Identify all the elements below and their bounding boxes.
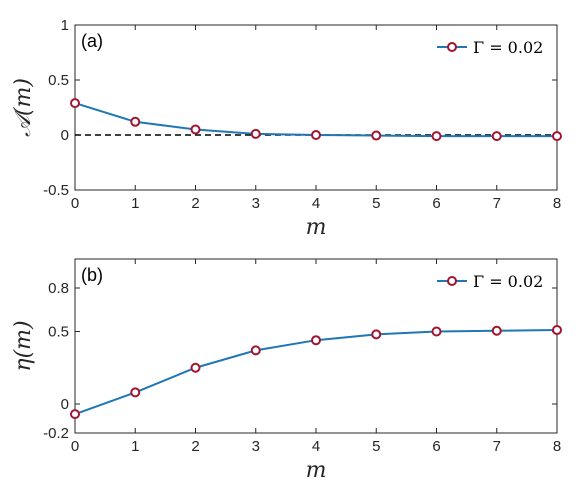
x-tick-label: 6 — [432, 438, 440, 455]
x-tick-label: 8 — [553, 195, 561, 212]
data-point — [190, 362, 201, 373]
data-point — [130, 116, 141, 127]
x-tick-label: 2 — [191, 195, 199, 212]
y-tick-label: 0 — [61, 396, 69, 413]
data-point — [491, 131, 502, 142]
legend-entry: Γ = 0.02 — [473, 272, 543, 291]
data-point — [70, 409, 80, 420]
y-tick-label: 0 — [61, 127, 69, 144]
y-tick-label: 0.5 — [48, 324, 69, 341]
y-axis-label: η(m) — [11, 320, 36, 371]
x-tick-label: 0 — [71, 195, 79, 212]
y-tick-label: 0.5 — [48, 72, 69, 89]
x-tick-label: 1 — [131, 438, 139, 455]
data-point — [491, 325, 502, 336]
data-point — [250, 345, 261, 356]
legend-entry: Γ = 0.02 — [473, 38, 543, 57]
data-point — [371, 130, 382, 141]
data-point — [311, 335, 321, 346]
x-tick-label: 7 — [493, 195, 501, 212]
panel-label: (b) — [81, 265, 103, 285]
x-tick-label: 7 — [493, 438, 501, 455]
y-tick-label: 1 — [61, 17, 69, 34]
legend-marker — [447, 276, 457, 286]
data-point — [431, 131, 442, 142]
y-tick-label: -0.5 — [43, 182, 69, 199]
x-tick-label: 5 — [372, 195, 380, 212]
x-tick-label: 1 — [131, 195, 139, 212]
data-point — [311, 130, 321, 140]
y-axis-label: 𝒜(m) — [11, 78, 36, 137]
x-tick-label: 3 — [252, 195, 260, 212]
x-tick-label: 4 — [312, 195, 320, 212]
panel-a: 0 1 2 3 4 5 6 7 8-0.500.51Γ = 0.02(a)m𝒜(m) — [11, 17, 562, 240]
x-tick-label: 0 — [71, 438, 79, 455]
panel-b: 0 1 2 3 4 5 6 7 8-0.200.50.8 Γ = 0.02(b)mη(m) — [11, 258, 562, 483]
x-axis-label: m — [306, 458, 327, 483]
x-tick-label: 3 — [252, 438, 260, 455]
data-point — [250, 128, 261, 139]
data-point — [431, 326, 442, 337]
x-tick-label: 5 — [372, 438, 380, 455]
y-tick-label: 0.8 — [48, 280, 69, 297]
x-tick-label: 6 — [432, 195, 440, 212]
x-tick-label: 4 — [312, 438, 320, 455]
legend-marker — [447, 42, 457, 52]
x-tick-label: 2 — [191, 438, 199, 455]
data-point — [190, 124, 201, 135]
data-point — [552, 325, 562, 336]
panel-label: (a) — [81, 31, 103, 51]
y-tick-label: -0.2 — [43, 425, 69, 442]
data-point — [130, 387, 141, 398]
x-axis-label: m — [306, 215, 327, 240]
data-point — [371, 329, 382, 340]
data-point — [552, 131, 562, 142]
x-tick-label: 8 — [553, 438, 561, 455]
data-point — [70, 98, 80, 109]
